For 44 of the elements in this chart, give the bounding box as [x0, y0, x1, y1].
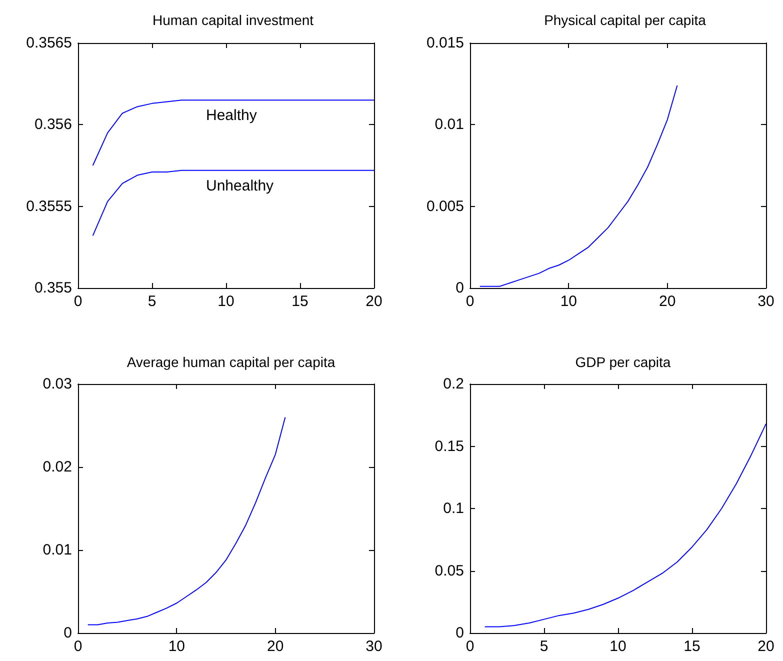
line-series — [484, 423, 766, 628]
line-series — [92, 170, 374, 236]
series-label: Unhealthy — [206, 177, 274, 194]
y-tick-label: 0.2 — [443, 376, 464, 392]
y-tick-label: 0.01 — [434, 116, 464, 134]
x-tick-label: 20 — [758, 638, 774, 655]
y-tick-label: 0.3565 — [26, 34, 72, 52]
x-tick-label: 15 — [292, 293, 308, 310]
y-tick-label: 0.355 — [34, 280, 72, 296]
y-tick-label: 0 — [64, 624, 72, 642]
y-tick-label: 0 — [456, 280, 464, 296]
x-tick-label: 10 — [218, 293, 234, 310]
x-tick-label: 30 — [366, 638, 382, 655]
y-tick-label: 0.015 — [426, 34, 464, 52]
x-tick-label: 15 — [684, 638, 700, 655]
y-tick-label: 0.15 — [434, 438, 464, 455]
x-tick-label: 20 — [658, 293, 676, 310]
y-tick-label: 0.03 — [42, 376, 72, 392]
chart-title: Average human capital per capita — [126, 354, 336, 370]
chart-title: GDP per capita — [575, 354, 671, 370]
chart-title: Human capital investment — [152, 12, 314, 28]
x-tick-label: 10 — [168, 638, 186, 655]
x-tick-label: 10 — [560, 293, 578, 310]
x-tick-label: 10 — [610, 638, 626, 655]
x-tick-label: 0 — [74, 638, 82, 655]
y-tick-label: 0.1 — [443, 500, 464, 517]
y-tick-label: 0.01 — [42, 542, 72, 558]
y-tick-label: 0.356 — [34, 116, 72, 134]
line-series — [87, 416, 286, 626]
y-tick-label: 0.3555 — [26, 198, 72, 215]
x-tick-label: 5 — [540, 638, 548, 655]
x-tick-label: 30 — [758, 293, 774, 310]
x-tick-label: 0 — [74, 293, 82, 310]
line-series — [479, 84, 678, 287]
y-tick-label: 0 — [456, 624, 464, 642]
chart-title: Physical capital per capita — [544, 12, 706, 28]
y-tick-label: 0.05 — [434, 562, 464, 580]
y-tick-label: 0.005 — [426, 198, 464, 215]
series-label: Healthy — [206, 107, 258, 124]
x-tick-label: 5 — [148, 293, 156, 310]
x-tick-label: 20 — [266, 638, 284, 655]
y-tick-label: 0.02 — [42, 458, 72, 476]
line-series — [92, 100, 374, 166]
x-tick-label: 20 — [366, 293, 382, 310]
